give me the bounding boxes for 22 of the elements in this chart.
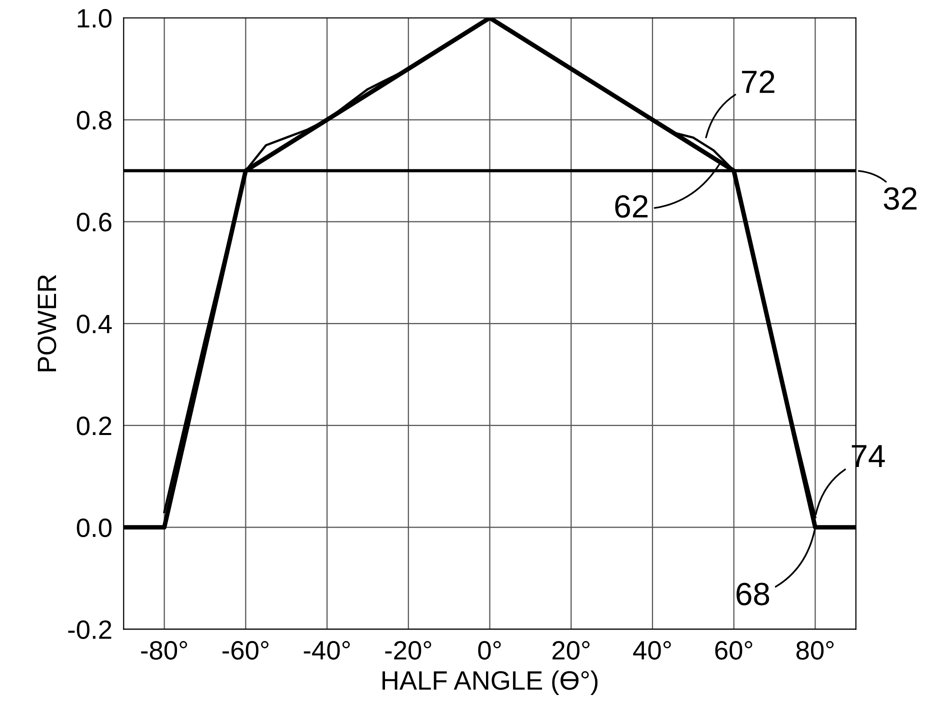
x-tick-label: -20°: [385, 641, 432, 660]
y-tick-label: 0.6: [76, 212, 112, 232]
y-tick-label: 0.4: [76, 314, 112, 334]
y-tick-label: 0.8: [76, 110, 112, 130]
x-tick-label: 20°: [552, 641, 590, 660]
y-axis-title: POWER: [38, 274, 56, 372]
y-tick-label: 1.0: [78, 9, 112, 28]
x-tick-label: -80°: [141, 641, 188, 660]
annotation: 72: [742, 70, 774, 93]
annotation: 32: [884, 187, 917, 210]
x-tick-label: 40°: [633, 641, 671, 660]
annotation: 62: [615, 195, 648, 218]
x-tick-label: -60°: [222, 641, 268, 660]
y-tick-label: 0.0: [76, 518, 112, 538]
x-tick-label: 0°: [478, 641, 501, 660]
x-tick-label: 80°: [796, 641, 834, 660]
y-tick-label: 0.2: [76, 416, 112, 436]
x-axis-title: HALF ANGLE (ϴ°): [382, 670, 598, 696]
y-tick-label: -0.2: [68, 620, 112, 640]
x-tick-label: 60°: [715, 641, 752, 660]
x-tick-label: -40°: [304, 641, 350, 660]
annotation: 68: [736, 582, 770, 606]
